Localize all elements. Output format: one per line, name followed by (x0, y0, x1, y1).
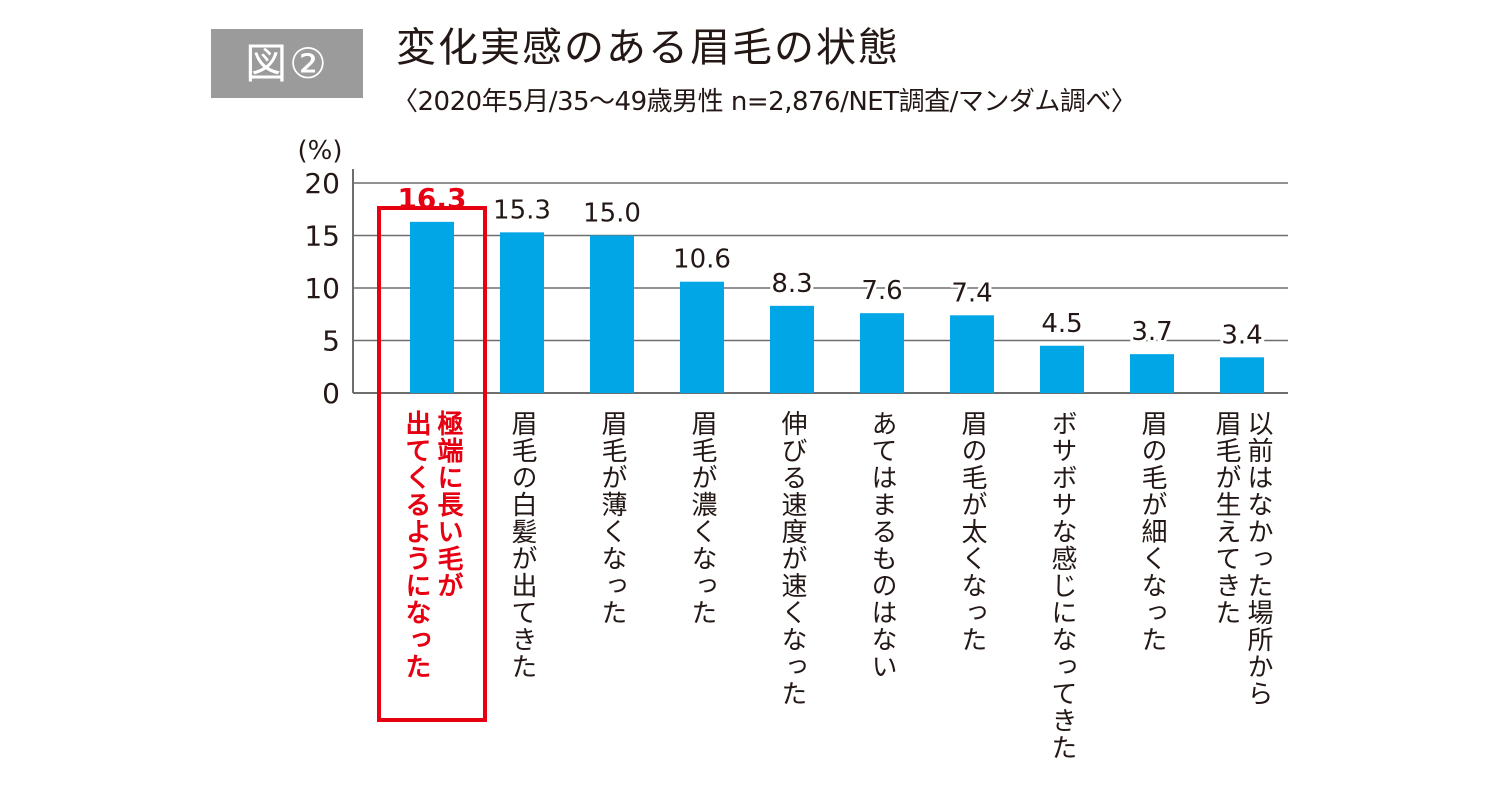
category-label: 眉毛が生えてきた (1211, 410, 1241, 626)
category-label: ボサボサな感じになってきた (1047, 410, 1077, 761)
bar (410, 221, 454, 393)
y-tick-label: 15 (304, 220, 340, 253)
y-tick-label: 20 (304, 167, 340, 200)
bar (590, 235, 634, 393)
data-label: 3.4 (1221, 320, 1262, 350)
data-label: 3.7 (1131, 317, 1172, 347)
category-label: 眉毛の白髪が出てきた (507, 410, 537, 680)
bar (1130, 354, 1174, 393)
bar (680, 281, 724, 393)
data-label: 8.3 (771, 269, 812, 299)
bar (1220, 357, 1264, 393)
bar (770, 305, 814, 393)
data-label: 4.5 (1041, 309, 1082, 339)
y-tick-label: 0 (322, 377, 340, 410)
category-label: 眉毛が濃くなった (687, 410, 717, 626)
bar (1040, 345, 1084, 393)
category-label: 伸びる速度が速くなった (777, 410, 807, 707)
category-label: 出てくるようになった (401, 410, 431, 680)
category-label: あてはまるものはない (867, 410, 897, 680)
category-label: 眉の毛が太くなった (957, 410, 987, 653)
data-label: 10.6 (673, 245, 731, 275)
y-axis-unit-label: (%) (298, 136, 343, 166)
y-tick-label: 10 (304, 272, 340, 305)
category-label: 眉毛が薄くなった (597, 410, 627, 626)
bar (860, 313, 904, 393)
figure-number-badge: 図② (211, 29, 363, 98)
category-label: 極端に長い毛が (433, 410, 463, 599)
category-label: 眉の毛が細くなった (1137, 410, 1167, 653)
bar (950, 315, 994, 393)
highlight-frame (377, 206, 487, 722)
chart-title: 変化実感のある眉毛の状態 (396, 25, 900, 71)
data-label: 7.6 (861, 276, 902, 306)
data-label: 15.3 (493, 195, 551, 225)
y-tick-label: 5 (322, 325, 340, 358)
bar (500, 232, 544, 393)
category-label: 以前はなかった場所から (1243, 410, 1273, 707)
data-label: 7.4 (951, 278, 992, 308)
data-label: 15.0 (583, 199, 641, 229)
chart-subtitle: 〈2020年5月/35〜49歳男性 n=2,876/NET調査/マンダム調べ〉 (392, 87, 1137, 117)
